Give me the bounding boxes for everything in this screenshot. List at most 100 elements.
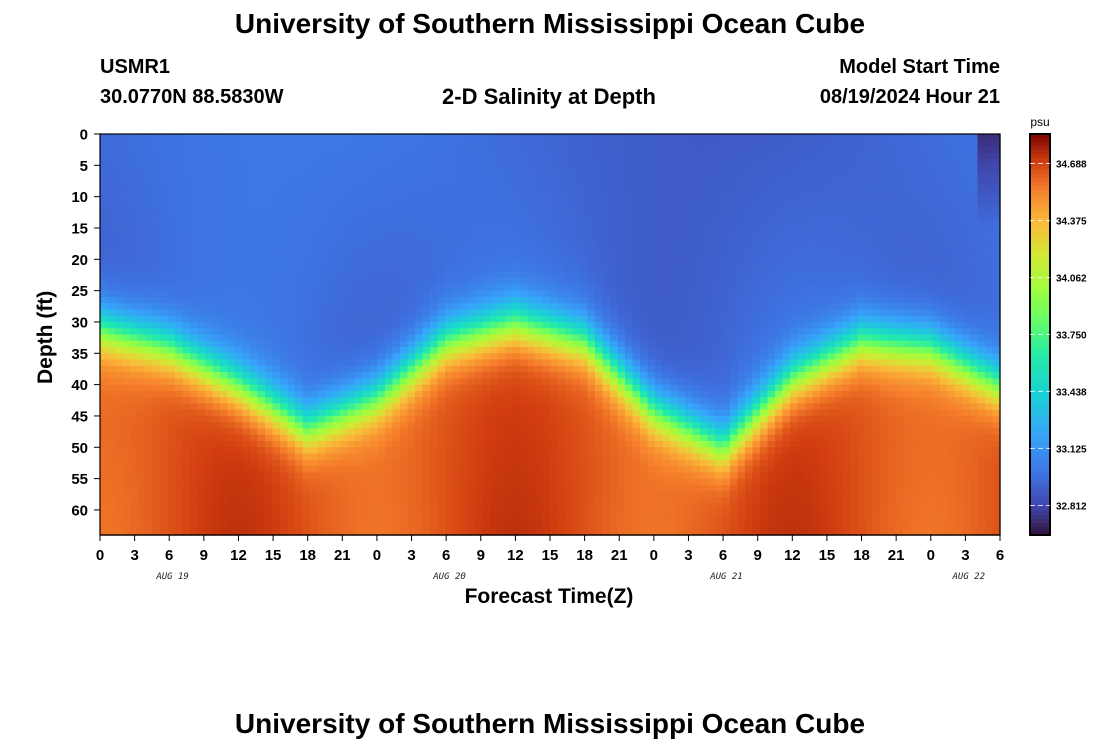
heatmap-cell	[197, 466, 206, 473]
heatmap-cell	[625, 359, 634, 367]
heatmap-cell	[670, 209, 679, 217]
heatmap-cell	[302, 253, 311, 260]
heatmap-cell	[580, 403, 589, 411]
heatmap-cell	[235, 484, 244, 492]
heatmap-cell	[430, 516, 439, 524]
heatmap-cell	[452, 265, 461, 273]
heatmap-cell	[205, 497, 214, 505]
heatmap-cell	[235, 303, 244, 311]
heatmap-cell	[655, 309, 664, 317]
heatmap-cell	[610, 290, 619, 298]
heatmap-cell	[617, 152, 626, 160]
heatmap-cell	[400, 309, 409, 317]
heatmap-cell	[655, 447, 664, 455]
heatmap-cell	[422, 353, 431, 361]
heatmap-cell	[115, 491, 124, 499]
heatmap-cell	[265, 152, 274, 160]
heatmap-cell	[347, 234, 356, 242]
heatmap-cell	[347, 472, 356, 480]
heatmap-cell	[100, 365, 109, 373]
heatmap-cell	[587, 146, 596, 154]
heatmap-cell	[595, 422, 604, 430]
heatmap-cell	[587, 365, 596, 373]
heatmap-cell	[332, 415, 341, 423]
heatmap-cell	[542, 265, 551, 273]
heatmap-cell	[422, 453, 431, 461]
heatmap-cell	[227, 378, 236, 386]
heatmap-cell	[587, 403, 596, 411]
heatmap-cell	[640, 409, 649, 417]
heatmap-cell	[385, 221, 394, 229]
heatmap-cell	[640, 184, 649, 191]
heatmap-cell	[287, 466, 296, 473]
heatmap-cell	[227, 159, 236, 166]
heatmap-cell	[137, 271, 146, 279]
heatmap-cell	[272, 134, 281, 141]
heatmap-cell	[317, 434, 326, 442]
heatmap-cell	[302, 409, 311, 417]
heatmap-cell	[152, 466, 161, 473]
heatmap-cell	[145, 253, 154, 260]
heatmap-cell	[482, 315, 491, 323]
heatmap-cell	[115, 509, 124, 517]
heatmap-cell	[220, 309, 229, 317]
heatmap-cell	[595, 428, 604, 436]
heatmap-cell	[557, 328, 566, 336]
heatmap-cell	[257, 459, 266, 467]
heatmap-cell	[437, 284, 446, 292]
heatmap-cell	[482, 196, 491, 204]
heatmap-cell	[175, 190, 184, 198]
heatmap-cell	[497, 171, 506, 179]
heatmap-cell	[175, 234, 184, 242]
heatmap-cell	[310, 422, 319, 430]
heatmap-cell	[677, 453, 686, 461]
heatmap-cell	[595, 403, 604, 411]
heatmap-cell	[662, 422, 671, 430]
heatmap-cell	[550, 271, 559, 279]
heatmap-cell	[557, 221, 566, 229]
heatmap-cell	[557, 434, 566, 442]
heatmap-cell	[220, 478, 229, 486]
heatmap-cell	[422, 221, 431, 229]
heatmap-cell	[250, 528, 259, 536]
heatmap-cell	[302, 159, 311, 166]
heatmap-cell	[580, 321, 589, 329]
heatmap-cell	[257, 259, 266, 267]
heatmap-cell	[272, 265, 281, 273]
heatmap-cell	[497, 422, 506, 430]
heatmap-cell	[655, 397, 664, 405]
heatmap-cell	[167, 290, 176, 298]
heatmap-cell	[595, 146, 604, 154]
heatmap-cell	[145, 415, 154, 423]
heatmap-cell	[505, 152, 514, 160]
heatmap-cell	[400, 265, 409, 273]
heatmap-cell	[182, 265, 191, 273]
heatmap-cell	[655, 422, 664, 430]
heatmap-cell	[197, 340, 206, 348]
heatmap-cell	[587, 202, 596, 210]
heatmap-cell	[167, 390, 176, 398]
heatmap-cell	[167, 409, 176, 417]
heatmap-cell	[235, 215, 244, 223]
heatmap-cell	[430, 503, 439, 511]
heatmap-cell	[460, 384, 469, 392]
heatmap-cell	[220, 259, 229, 267]
heatmap-cell	[272, 359, 281, 367]
heatmap-cell	[257, 497, 266, 505]
heatmap-cell	[325, 234, 334, 242]
heatmap-cell	[430, 227, 439, 235]
heatmap-cell	[595, 384, 604, 392]
heatmap-cell	[340, 152, 349, 160]
heatmap-cell	[557, 397, 566, 405]
heatmap-cell	[452, 165, 461, 173]
heatmap-cell	[250, 409, 259, 417]
heatmap-cell	[490, 347, 499, 354]
heatmap-cell	[587, 284, 596, 292]
heatmap-cell	[175, 196, 184, 204]
heatmap-cell	[415, 152, 424, 160]
heatmap-cell	[482, 409, 491, 417]
heatmap-cell	[400, 334, 409, 342]
heatmap-cell	[550, 340, 559, 348]
heatmap-cell	[167, 441, 176, 448]
heatmap-cell	[452, 378, 461, 386]
